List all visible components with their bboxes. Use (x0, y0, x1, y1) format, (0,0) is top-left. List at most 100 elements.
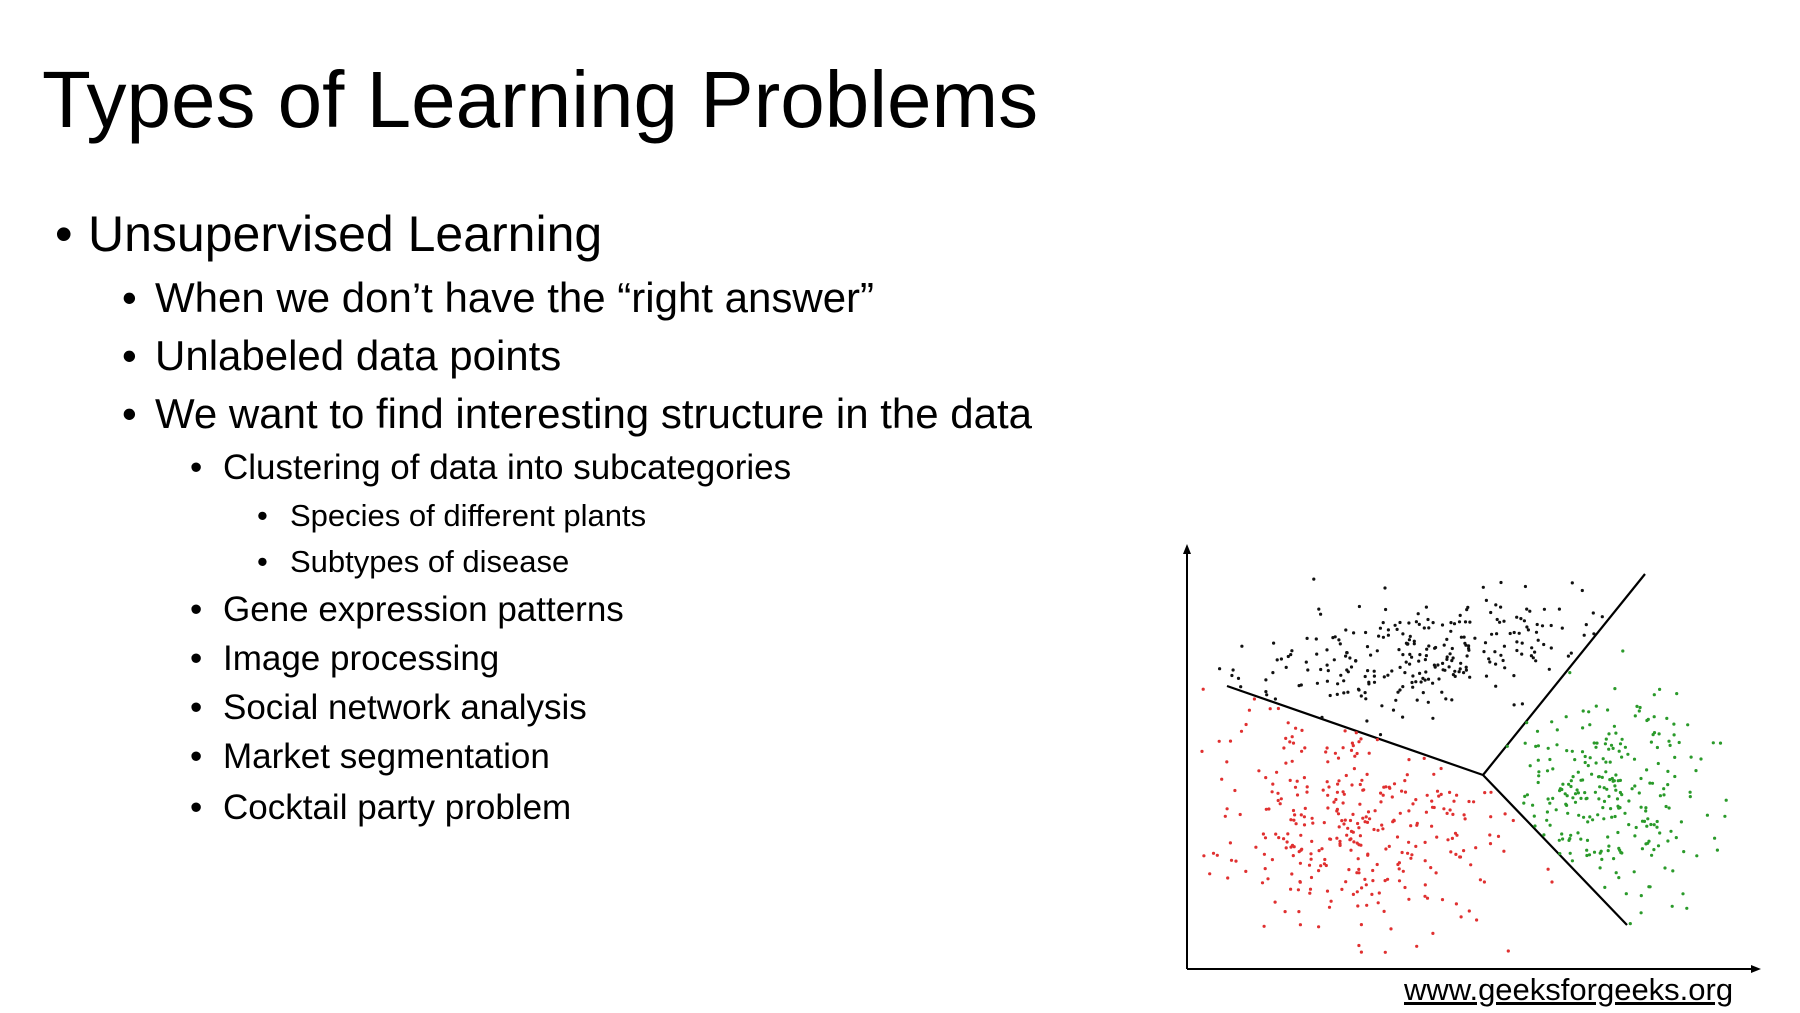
cluster-point-top (1378, 626, 1382, 630)
cluster-point-right (1618, 778, 1622, 782)
cluster-point-left (1292, 818, 1296, 822)
cluster-point-left (1234, 859, 1238, 863)
cluster-point-top (1236, 676, 1241, 680)
cluster-point-left (1336, 756, 1341, 760)
cluster-point-top (1365, 719, 1369, 723)
cluster-point-right (1627, 799, 1631, 803)
cluster-point-top (1393, 623, 1397, 627)
cluster-point-left (1326, 793, 1330, 797)
cluster-point-top (1525, 607, 1529, 611)
cluster-point-right (1596, 813, 1600, 817)
cluster-point-right (1614, 788, 1618, 792)
cluster-point-top (1453, 669, 1457, 673)
cluster-point-left (1349, 848, 1353, 852)
cluster-point-top (1386, 633, 1390, 637)
cluster-point-right (1662, 787, 1666, 791)
cluster-point-top (1401, 715, 1405, 719)
cluster-point-left (1326, 806, 1330, 810)
cluster-point-right (1656, 844, 1661, 848)
cluster-point-top (1375, 649, 1379, 653)
cluster-point-left (1352, 840, 1356, 844)
cluster-point-left (1349, 837, 1353, 841)
cluster-point-left (1357, 943, 1361, 948)
cluster-point-right (1713, 836, 1717, 840)
cluster-point-left (1289, 818, 1293, 822)
cluster-point-top (1325, 679, 1329, 683)
cluster-point-top (1419, 680, 1423, 684)
cluster-point-right (1609, 743, 1614, 747)
cluster-point-right (1617, 749, 1621, 753)
cluster-point-left (1261, 832, 1265, 836)
cluster-point-left (1282, 837, 1286, 841)
cluster-point-top (1489, 610, 1493, 615)
cluster-point-left (1365, 772, 1369, 776)
cluster-point-left (1407, 897, 1411, 901)
cluster-point-top (1395, 627, 1399, 631)
cluster-point-top (1218, 667, 1222, 671)
cluster-point-top (1426, 700, 1430, 704)
cluster-point-left (1355, 871, 1359, 875)
cluster-point-top (1286, 654, 1290, 659)
cluster-point-left (1415, 823, 1419, 827)
cluster-point-top (1403, 671, 1407, 675)
cluster-point-left (1344, 773, 1348, 778)
cluster-point-left (1325, 780, 1329, 784)
cluster-point-left (1325, 746, 1329, 750)
cluster-point-top (1418, 671, 1422, 675)
cluster-point-left (1262, 852, 1266, 856)
cluster-point-left (1305, 790, 1309, 794)
cluster-point-left (1397, 861, 1401, 865)
cluster-point-top (1445, 657, 1449, 661)
cluster-point-right (1668, 743, 1672, 747)
cluster-point-left (1474, 846, 1478, 850)
cluster-point-left (1398, 811, 1402, 815)
cluster-point-top (1405, 642, 1410, 646)
cluster-point-left (1409, 824, 1413, 828)
cluster-point-top (1408, 634, 1412, 638)
cluster-point-left (1429, 866, 1433, 870)
cluster-point-right (1639, 911, 1643, 915)
cluster-point-left (1229, 858, 1234, 862)
cluster-point-top (1580, 588, 1584, 593)
bullet-text: Social network analysis (223, 688, 587, 727)
cluster-point-right (1606, 849, 1610, 853)
cluster-point-top (1584, 623, 1588, 627)
bullet-text: Species of different plants (290, 498, 647, 533)
cluster-point-top (1519, 617, 1523, 621)
cluster-point-left (1298, 880, 1302, 884)
cluster-point-top (1381, 621, 1385, 625)
source-credit-link[interactable]: www.geeksforgeeks.org (1404, 972, 1734, 1007)
cluster-point-left (1489, 790, 1493, 794)
cluster-point-top (1462, 635, 1466, 639)
cluster-point-top (1468, 675, 1472, 679)
cluster-point-right (1570, 859, 1574, 863)
cluster-point-left (1309, 857, 1313, 861)
cluster-point-right (1585, 853, 1589, 858)
cluster-point-top (1520, 652, 1524, 656)
cluster-point-top (1444, 697, 1448, 701)
cluster-point-left (1299, 833, 1303, 837)
cluster-point-right (1545, 818, 1549, 822)
cluster-point-top (1467, 648, 1471, 652)
cluster-point-left (1400, 789, 1404, 793)
cluster-point-top (1534, 659, 1538, 663)
cluster-point-left (1225, 807, 1229, 811)
cluster-point-left (1395, 835, 1400, 839)
cluster-point-top (1239, 685, 1243, 689)
cluster-point-right (1644, 842, 1648, 846)
cluster-point-right (1652, 823, 1656, 827)
cluster-point-right (1639, 894, 1643, 898)
cluster-point-top (1600, 615, 1604, 619)
cluster-point-top (1464, 668, 1468, 672)
cluster-point-top (1458, 667, 1462, 671)
cluster-point-right (1546, 746, 1550, 750)
cluster-point-top (1436, 663, 1440, 667)
cluster-point-top (1526, 628, 1530, 632)
cluster-point-left (1263, 836, 1268, 840)
cluster-point-left (1448, 808, 1452, 812)
cluster-point-top (1431, 621, 1435, 625)
cluster-point-top (1437, 677, 1441, 681)
cluster-point-left (1343, 818, 1347, 822)
cluster-point-right (1632, 757, 1637, 761)
cluster-point-right (1640, 847, 1644, 851)
